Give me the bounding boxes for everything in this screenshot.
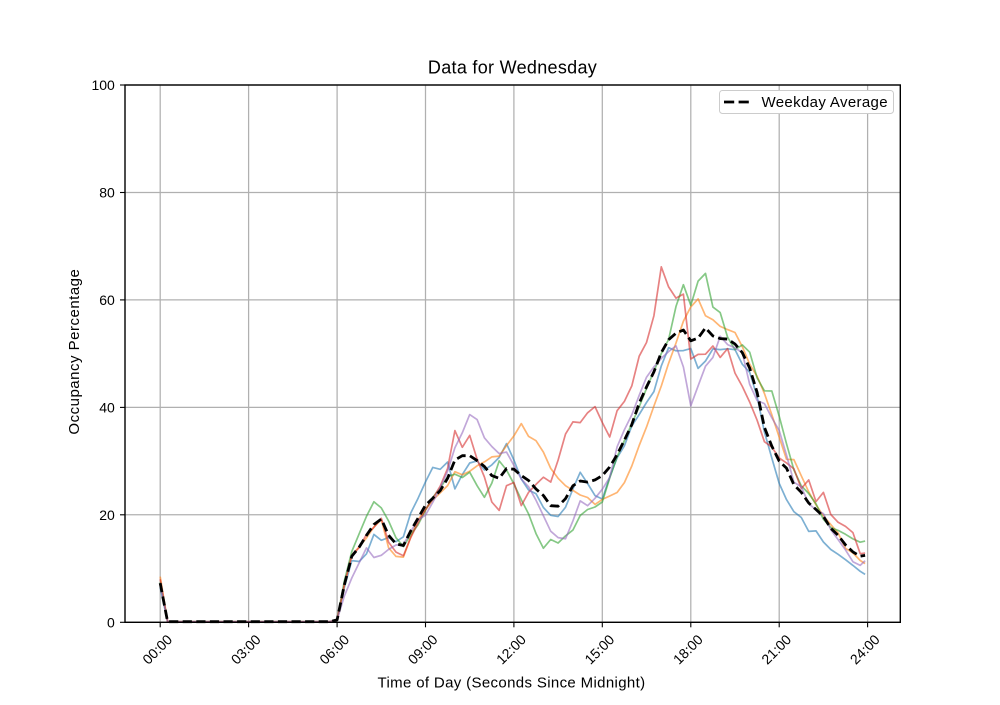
svg-text:Occupancy Percentage: Occupancy Percentage [66,269,83,435]
svg-text:80: 80 [99,185,115,201]
svg-text:60: 60 [99,292,115,308]
svg-text:Time of Day (Seconds Since Mid: Time of Day (Seconds Since Midnight) [378,675,646,692]
svg-text:Data for Wednesday: Data for Wednesday [428,58,597,78]
svg-text:40: 40 [99,399,115,415]
svg-text:Weekday Average: Weekday Average [762,94,888,111]
svg-text:100: 100 [91,77,115,93]
svg-text:20: 20 [99,507,115,523]
svg-text:0: 0 [107,614,115,630]
